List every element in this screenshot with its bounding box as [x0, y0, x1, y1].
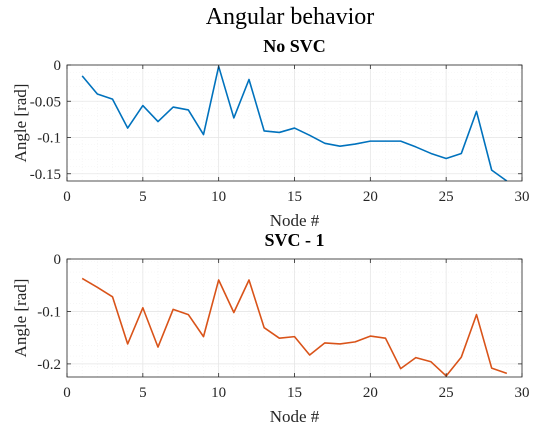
- y-tick-label: -0.1: [37, 304, 61, 320]
- chart-panel-2: 0 5 10 15 20 25 30 0 -0.1 -0.2 SVC - 1 Node # Angle …: [11, 230, 530, 426]
- x-tick-label: 5: [139, 189, 147, 205]
- x-tick-label: 0: [63, 385, 71, 401]
- major-grid: [66, 258, 523, 377]
- major-grid: [66, 64, 523, 181]
- series-line-1: [81, 65, 508, 181]
- y-tick-label: 0: [54, 58, 62, 74]
- x-tick-label: 10: [211, 385, 226, 401]
- x-tick-label: 30: [515, 189, 530, 205]
- chart-title: No SVC: [263, 36, 326, 56]
- y-tick-label: -0.15: [30, 167, 61, 183]
- chart-panel-1: 0 5 10 15 20 25 30 0 -0.05 -0.1 -0.15 No SVC Node # A…: [11, 36, 530, 230]
- y-tick-label: 0: [54, 252, 62, 268]
- x-axis-label: Node #: [270, 211, 320, 230]
- x-tick-label: 0: [63, 189, 71, 205]
- x-tick-label: 5: [139, 385, 147, 401]
- x-axis-label: Node #: [270, 407, 320, 426]
- figure-title: Angular behavior: [206, 4, 375, 30]
- x-tick-label: 25: [439, 189, 454, 205]
- y-tick-label: -0.05: [30, 94, 61, 110]
- y-tick-label: -0.2: [37, 357, 61, 373]
- x-tick-label: 25: [439, 385, 454, 401]
- chart-title: SVC - 1: [264, 230, 324, 250]
- x-tick-label: 20: [363, 189, 378, 205]
- y-axis-label: Angle [rad]: [11, 279, 30, 358]
- y-axis-label: Angle [rad]: [11, 84, 30, 163]
- x-tick-label: 15: [287, 385, 302, 401]
- x-tick-label: 20: [363, 385, 378, 401]
- x-tick-label: 10: [211, 189, 226, 205]
- y-tick-label: -0.1: [37, 131, 61, 147]
- series-line-1: [81, 277, 508, 377]
- x-tick-label: 15: [287, 189, 302, 205]
- x-tick-label: 30: [515, 385, 530, 401]
